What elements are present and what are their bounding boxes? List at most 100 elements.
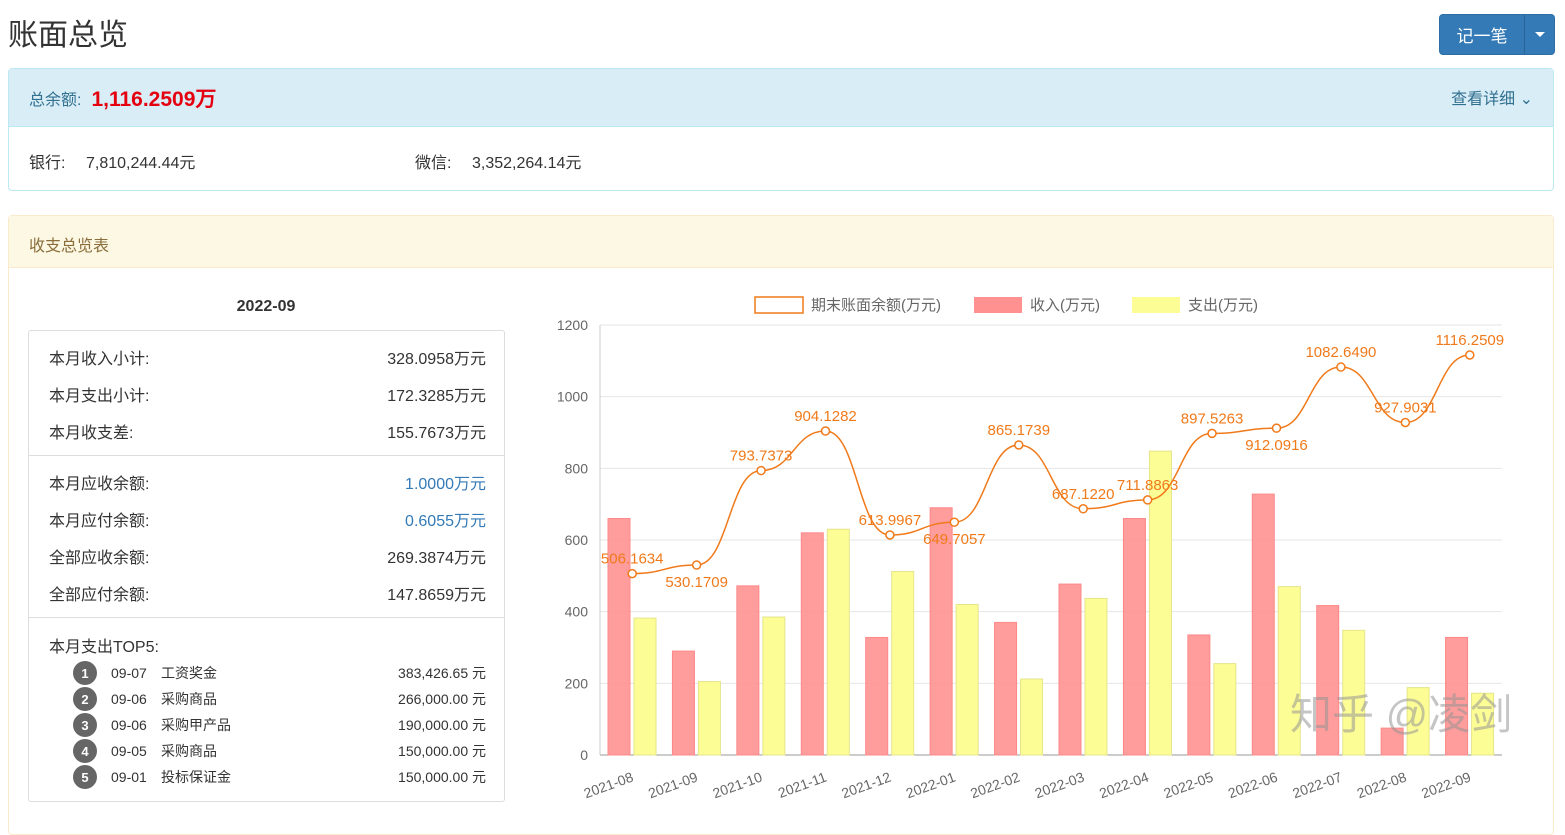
x-tick-label: 2022-02	[968, 769, 1022, 802]
balance-data-label: 506.1634	[601, 551, 664, 568]
row-value[interactable]: 1.0000万元	[405, 476, 486, 493]
top5-item: 5 09-01 投标保证金 150,000.00 元	[73, 765, 486, 789]
item-amount: 190,000.00 元	[398, 717, 486, 733]
row-label: 本月收入小计:	[49, 351, 150, 368]
expense-bar	[1020, 678, 1044, 756]
income-bar	[1251, 493, 1275, 756]
y-tick-label: 800	[565, 460, 589, 476]
legend-label: 期末账面余额(万元)	[811, 296, 941, 314]
item-name: 采购甲产品	[161, 717, 231, 733]
item-date: 09-05	[111, 743, 147, 759]
legend-swatch	[1132, 297, 1180, 313]
total-balance-label: 总余额:	[29, 91, 82, 109]
income-bar	[1380, 727, 1404, 756]
summary-row: 全部应付余额: 147.8659万元	[49, 581, 486, 605]
x-tick-label: 2022-07	[1290, 769, 1344, 802]
x-tick-label: 2022-08	[1355, 769, 1409, 802]
caret-down-icon	[1534, 32, 1545, 37]
row-label: 本月应付余额:	[49, 513, 150, 530]
row-value: 328.0958万元	[387, 351, 486, 368]
expense-bar	[1471, 692, 1495, 756]
balance-point	[1014, 440, 1024, 450]
view-detail-link[interactable]: 查看详细 ⌄	[1451, 85, 1533, 109]
balance-data-label: 687.1220	[1052, 486, 1115, 503]
balance-data-label: 613.9967	[859, 512, 922, 529]
wechat-value: 3,352,264.14元	[472, 155, 582, 172]
record-dropdown-toggle[interactable]	[1524, 15, 1554, 54]
summary-row: 全部应收余额: 269.3874万元	[49, 544, 486, 568]
total-balance-value: 1,116.2509万	[91, 87, 217, 111]
top5-item: 2 09-06 采购商品 266,000.00 元	[73, 687, 486, 711]
top5-item: 1 09-07 工资奖金 383,426.65 元	[73, 661, 486, 685]
expense-bar	[1406, 687, 1430, 756]
balance-point	[627, 568, 637, 579]
x-tick-label: 2022-05	[1161, 769, 1215, 802]
row-value[interactable]: 0.6055万元	[405, 513, 486, 530]
balance-point	[691, 560, 702, 570]
expense-bar	[891, 571, 915, 756]
income-bar	[800, 532, 824, 756]
income-bar	[1187, 634, 1211, 756]
income-bar	[1316, 605, 1340, 756]
expense-bar	[633, 617, 657, 756]
balance-data-label: 904.1282	[794, 408, 857, 425]
summary-row: 本月支出小计: 172.3285万元	[49, 382, 486, 406]
rank-badge: 1	[73, 661, 97, 685]
balance-panel: 总余额: 1,116.2509万 查看详细 ⌄ 银行: 7,810,244.44…	[8, 68, 1554, 191]
top5-item: 3 09-06 采购甲产品 190,000.00 元	[73, 713, 486, 737]
balance-point	[1142, 495, 1153, 505]
income-bar	[736, 585, 760, 756]
item-date: 09-06	[111, 717, 147, 733]
x-tick-label: 2021-12	[839, 769, 893, 802]
page-title: 账面总览	[8, 19, 128, 52]
row-label: 本月支出小计:	[49, 388, 150, 405]
row-label: 全部应收余额:	[49, 550, 150, 567]
legend-swatch	[974, 297, 1022, 313]
y-tick-label: 400	[565, 604, 589, 620]
summary-row: 本月收入小计: 328.0958万元	[49, 345, 486, 369]
income-bar	[671, 650, 695, 756]
divider	[29, 617, 504, 618]
income-bar	[1058, 583, 1082, 756]
legend-label: 支出(万元)	[1188, 297, 1258, 314]
record-button-group: 记一笔	[1439, 14, 1555, 55]
balance-data-label: 530.1709	[665, 574, 728, 591]
income-bar	[865, 636, 889, 756]
balance-point	[1207, 428, 1217, 439]
row-label: 本月应收余额:	[49, 476, 150, 493]
x-tick-label: 2021-09	[646, 769, 700, 802]
view-detail-label: 查看详细	[1451, 91, 1516, 108]
summary-month: 2022-09	[236, 298, 296, 315]
rank-badge: 2	[73, 687, 97, 711]
item-name: 采购商品	[161, 691, 217, 707]
balance-data-label: 927.9031	[1374, 400, 1437, 417]
balance-point	[1400, 417, 1411, 428]
y-tick-label: 600	[565, 532, 589, 548]
income-bar	[994, 621, 1018, 756]
expense-bar	[762, 616, 786, 756]
balance-data-label: 1082.6490	[1305, 344, 1376, 361]
record-button[interactable]: 记一笔	[1456, 27, 1508, 46]
expense-bar	[1342, 629, 1366, 756]
item-amount: 266,000.00 元	[398, 691, 486, 707]
summary-row: 本月收支差: 155.7673万元	[49, 419, 486, 443]
item-name: 工资奖金	[161, 665, 217, 681]
income-bar	[1122, 518, 1146, 756]
x-tick-label: 2022-04	[1097, 769, 1151, 802]
summary-table: 本月收入小计: 328.0958万元本月支出小计: 172.3285万元本月收支差:…	[28, 330, 505, 802]
expense-bar	[1213, 663, 1237, 756]
income-bar	[1445, 636, 1469, 756]
top5-item: 4 09-05 采购商品 150,000.00 元	[73, 739, 486, 763]
wechat-label: 微信:	[415, 155, 452, 172]
x-tick-label: 2022-03	[1033, 769, 1087, 802]
row-value: 172.3285万元	[387, 388, 486, 405]
legend-label: 收入(万元)	[1030, 297, 1100, 314]
legend-swatch	[754, 296, 804, 314]
income-bar	[607, 518, 631, 756]
item-amount: 150,000.00 元	[398, 743, 486, 759]
bank-label: 银行:	[29, 155, 66, 172]
balance-point	[1078, 504, 1088, 514]
balance-data-label: 793.7373	[730, 448, 793, 465]
item-date: 09-07	[111, 665, 147, 681]
